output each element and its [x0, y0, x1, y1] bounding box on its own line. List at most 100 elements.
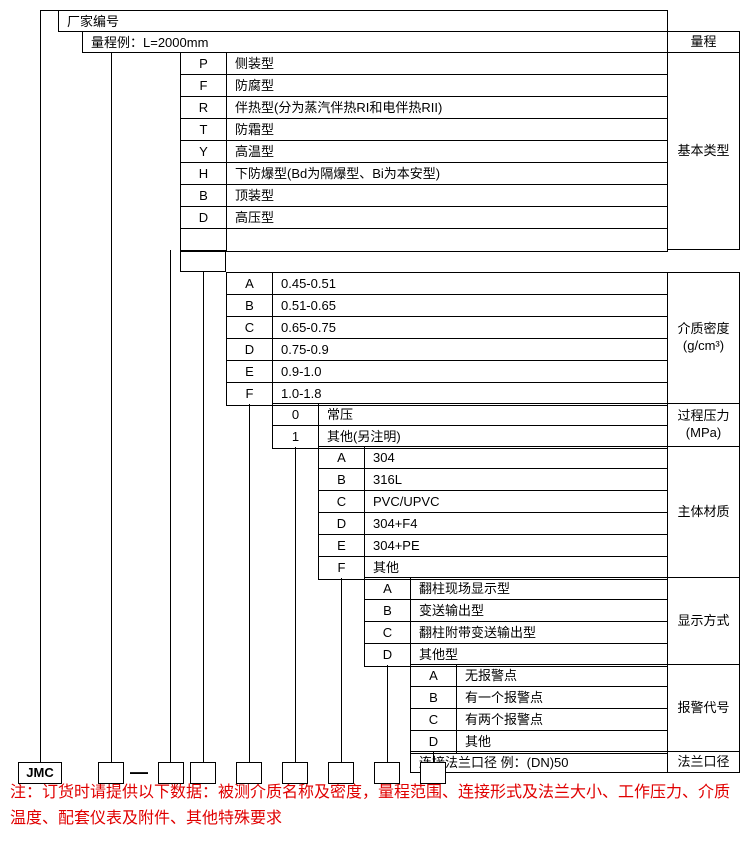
- desc: 其他型: [411, 644, 667, 666]
- desc: 其他(另注明): [319, 426, 667, 448]
- block-alarm: A无报警点 B有一个报警点 C有两个报警点 D其他: [410, 664, 668, 754]
- code: F: [227, 383, 273, 405]
- desc: 伴热型(分为蒸汽伴热RI和电伴热RII): [227, 97, 667, 118]
- vline: [203, 272, 204, 762]
- code: C: [411, 709, 457, 730]
- desc: 316L: [365, 469, 667, 490]
- code: D: [319, 513, 365, 534]
- box-basic: [158, 762, 184, 784]
- box-display: [328, 762, 354, 784]
- block-material: A304 B316L CPVC/UPVC D304+F4 E304+PE F其他: [318, 446, 668, 580]
- vline: [170, 272, 171, 762]
- dash: —: [130, 762, 148, 783]
- desc: 0.65-0.75: [273, 317, 667, 338]
- label-material: 主体材质: [668, 446, 740, 578]
- block-density: A0.45-0.51 B0.51-0.65 C0.65-0.75 D0.75-0…: [226, 272, 668, 406]
- label-pressure: 过程压力 (MPa): [668, 403, 740, 447]
- desc: 304+PE: [365, 535, 667, 556]
- box-density: [190, 762, 216, 784]
- header-range: 量程例：L=2000mm: [82, 31, 668, 53]
- desc: 304+F4: [365, 513, 667, 534]
- desc: 1.0-1.8: [273, 383, 667, 405]
- selection-diagram: 厂家编号 量程例：L=2000mm 量程 基本类型 介质密度 (g/cm³) 过…: [10, 10, 740, 770]
- box-flange: [420, 762, 446, 784]
- code: D: [365, 644, 411, 666]
- label-alarm: 报警代号: [668, 664, 740, 752]
- desc: PVC/UPVC: [365, 491, 667, 512]
- vline: [341, 578, 342, 762]
- code: E: [227, 361, 273, 382]
- desc: 高温型: [227, 141, 667, 162]
- vline: [170, 250, 171, 272]
- desc: 顶装型: [227, 185, 667, 206]
- desc: 翻柱现场显示型: [411, 578, 667, 599]
- label-display: 显示方式: [668, 577, 740, 665]
- desc: 侧装型: [227, 53, 667, 74]
- desc: 0.45-0.51: [273, 273, 667, 294]
- code: Y: [181, 141, 227, 162]
- vline: [433, 752, 434, 762]
- block-display: A翻柱现场显示型 B变送输出型 C翻柱附带变送输出型 D其他型: [364, 577, 668, 667]
- vline: [111, 52, 112, 762]
- block-pressure: 0常压 1其他(另注明): [272, 403, 668, 449]
- desc: 防腐型: [227, 75, 667, 96]
- code: D: [227, 339, 273, 360]
- desc: 防霜型: [227, 119, 667, 140]
- code: C: [227, 317, 273, 338]
- code: A: [319, 447, 365, 468]
- code: A: [411, 665, 457, 686]
- flange-row: 连接法兰口径 例：(DN)50: [410, 751, 668, 773]
- vline: [40, 10, 41, 762]
- code: F: [181, 75, 227, 96]
- desc: 高压型: [227, 207, 667, 228]
- desc: 变送输出型: [411, 600, 667, 621]
- code: E: [319, 535, 365, 556]
- box-pressure: [236, 762, 262, 784]
- desc: 其他: [365, 557, 667, 579]
- code: F: [319, 557, 365, 579]
- desc: [227, 229, 667, 251]
- code: R: [181, 97, 227, 118]
- box-material: [282, 762, 308, 784]
- code: C: [319, 491, 365, 512]
- code: B: [365, 600, 411, 621]
- code: P: [181, 53, 227, 74]
- desc: 翻柱附带变送输出型: [411, 622, 667, 643]
- box-alarm: [374, 762, 400, 784]
- code: A: [227, 273, 273, 294]
- label-flange: 法兰口径: [668, 751, 740, 773]
- desc: 无报警点: [457, 665, 667, 686]
- code: B: [411, 687, 457, 708]
- code: A: [365, 578, 411, 599]
- desc: 有两个报警点: [457, 709, 667, 730]
- box-range: [98, 762, 124, 784]
- label-basic: 基本类型: [668, 52, 740, 250]
- order-note: 注：订货时请提供以下数据：被测介质名称及密度，量程范围、连接形式及法兰大小、工作…: [10, 780, 730, 831]
- code: 0: [273, 404, 319, 425]
- code: B: [181, 185, 227, 206]
- code: D: [411, 731, 457, 753]
- desc: 有一个报警点: [457, 687, 667, 708]
- vline: [295, 447, 296, 762]
- code: B: [319, 469, 365, 490]
- label-density: 介质密度 (g/cm³): [668, 272, 740, 404]
- desc: 常压: [319, 404, 667, 425]
- desc: 0.9-1.0: [273, 361, 667, 382]
- code: [181, 229, 227, 251]
- desc: 0.75-0.9: [273, 339, 667, 360]
- label-range: 量程: [668, 31, 740, 53]
- desc: 304: [365, 447, 667, 468]
- block-basic: P侧装型 F防腐型 R伴热型(分为蒸汽伴热RI和电伴热RII) T防霜型 Y高温…: [180, 52, 668, 252]
- code: 1: [273, 426, 319, 448]
- box-jmc: JMC: [18, 762, 62, 784]
- code: C: [365, 622, 411, 643]
- vline: [387, 665, 388, 762]
- desc: 其他: [457, 731, 667, 753]
- vline: [249, 404, 250, 762]
- code: T: [181, 119, 227, 140]
- hline: [40, 10, 58, 11]
- step-cell: [180, 250, 226, 272]
- code: D: [181, 207, 227, 228]
- code: B: [227, 295, 273, 316]
- desc: 0.51-0.65: [273, 295, 667, 316]
